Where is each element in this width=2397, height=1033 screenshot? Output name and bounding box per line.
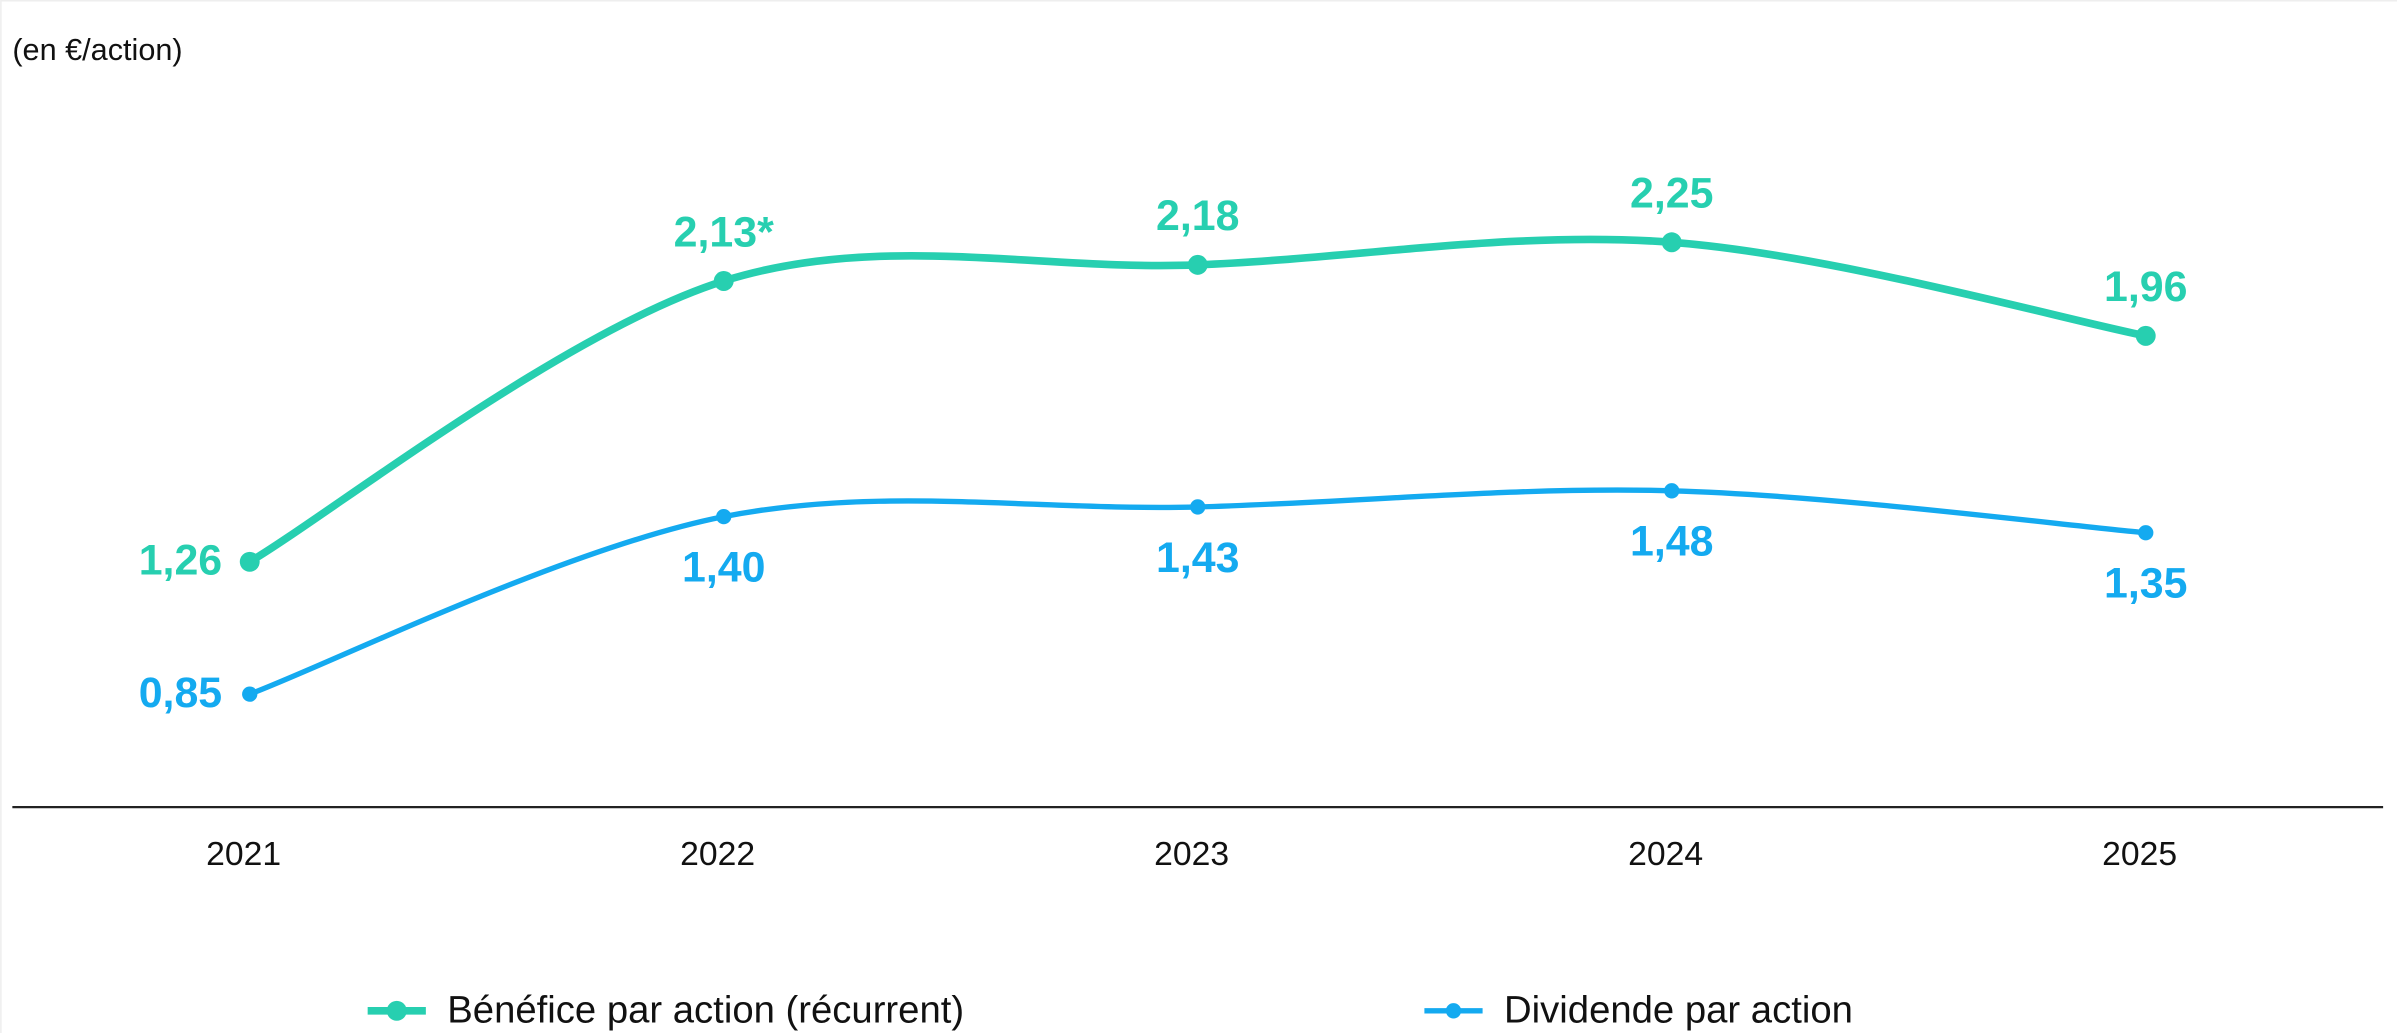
x-tick-label: 2021 [206,836,281,873]
unit-label: (en €/action) [12,33,182,67]
value-label: 2,25 [1630,170,1713,218]
data-point [2135,325,2156,346]
x-tick-label: 2024 [1628,836,1703,873]
value-label: 1,48 [1630,518,1713,566]
value-label: 2,18 [1156,192,1239,240]
data-point [716,508,732,525]
value-label: 2,13* [674,208,774,256]
value-label: 1,35 [2104,560,2187,608]
legend-marker [386,1000,407,1021]
x-tick-label: 2025 [2102,836,2177,873]
legend-marker [1445,1003,1462,1019]
legend-label: Bénéfice par action (récurrent) [447,988,964,1031]
value-label: 1,40 [682,544,765,592]
data-point [1187,254,1208,275]
x-tick-label: 2023 [1154,836,1229,873]
data-point [242,686,258,702]
data-point [1664,483,1680,499]
value-label: 1,26 [139,537,222,585]
legend-label: Dividende par action [1504,988,1853,1031]
data-point [239,551,260,572]
series-line [248,487,2146,697]
value-label: 1,43 [1156,534,1239,582]
data-point [2138,525,2154,541]
value-label: 1,96 [2104,263,2187,311]
data-point [1661,232,1682,253]
data-point [1190,499,1206,515]
value-label: 0,85 [139,669,222,717]
data-point [713,271,734,291]
x-tick-label: 2022 [680,836,755,873]
